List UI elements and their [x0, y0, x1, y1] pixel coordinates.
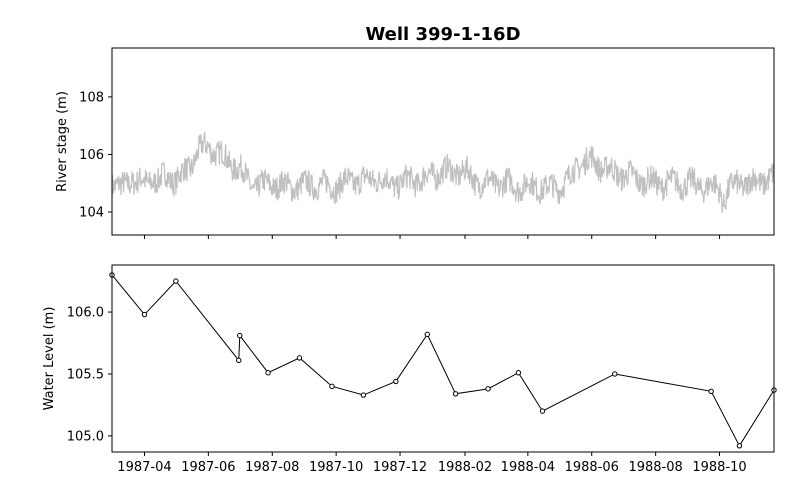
y-tick-label: 106 — [79, 148, 104, 163]
river-stage-plot: 104 106 108 River stage (m) — [55, 47, 775, 239]
x-tick-label: 1988-06 — [565, 460, 619, 475]
water-level-x-ticks: 1987-04 1987-06 1987-08 1987-10 1987-12 1988-… — [117, 452, 747, 475]
water-level-point — [236, 357, 242, 364]
water-level-point — [393, 378, 399, 385]
chart-title: Well 399-1-16D — [365, 24, 520, 45]
y-tick-label: 104 — [79, 205, 104, 220]
x-tick-label: 1987-06 — [181, 460, 235, 475]
x-tick-label: 1987-08 — [245, 460, 299, 475]
water-level-point — [736, 443, 743, 449]
water-level-point — [424, 331, 430, 338]
water-level-point — [265, 370, 271, 376]
water-level-point — [708, 388, 714, 395]
x-tick-label: 1987-10 — [309, 460, 363, 475]
y-tick-label: 106.0 — [67, 306, 104, 321]
water-level-point — [173, 278, 179, 284]
x-tick-label: 1987-12 — [373, 460, 427, 475]
x-tick-label: 1988-08 — [628, 460, 682, 475]
water-level-point — [360, 392, 367, 398]
water-level-point — [452, 391, 459, 397]
water-level-point — [485, 386, 491, 392]
y-tick-label: 105.0 — [67, 429, 104, 444]
water-level-series — [109, 272, 777, 449]
water-level-point — [237, 332, 243, 339]
water-level-point — [141, 311, 148, 318]
water-level-y-axis-label: Water Level (m) — [42, 307, 57, 411]
water-level-point — [296, 355, 303, 361]
river-stage-line — [111, 131, 775, 213]
x-tick-label: 1988-02 — [438, 460, 492, 475]
water-level-point — [329, 383, 335, 390]
y-tick-label: 105.5 — [67, 367, 104, 382]
y-tick-label: 108 — [79, 90, 104, 105]
water-level-y-ticks: 105.0 105.5 106.0 — [67, 306, 112, 444]
x-tick-label: 1987-04 — [117, 460, 171, 475]
x-tick-label: 1988-10 — [692, 460, 746, 475]
river-stage-x-ticks — [143, 235, 721, 239]
x-tick-label: 1988-04 — [501, 460, 555, 475]
river-stage-y-axis-label: River stage (m) — [55, 91, 70, 192]
water-level-point — [515, 370, 522, 376]
water-level-point — [612, 371, 618, 377]
water-level-axes-frame — [111, 264, 775, 453]
river-stage-axes-frame — [111, 47, 775, 236]
river-stage-y-ticks: 104 106 108 — [79, 90, 112, 220]
river-stage-series — [111, 131, 775, 213]
water-level-point — [539, 408, 546, 414]
